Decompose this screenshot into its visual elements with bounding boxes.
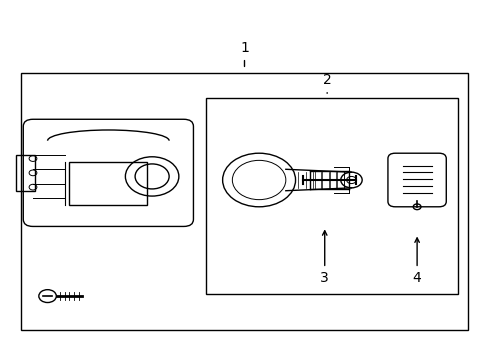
Circle shape xyxy=(39,290,56,302)
Bar xyxy=(16,155,35,191)
Bar xyxy=(69,162,147,205)
Bar xyxy=(205,98,458,294)
Text: 3: 3 xyxy=(320,231,328,285)
Bar xyxy=(21,73,467,330)
Text: 1: 1 xyxy=(240,41,248,67)
Text: 4: 4 xyxy=(412,238,421,285)
Text: 2: 2 xyxy=(322,73,331,93)
